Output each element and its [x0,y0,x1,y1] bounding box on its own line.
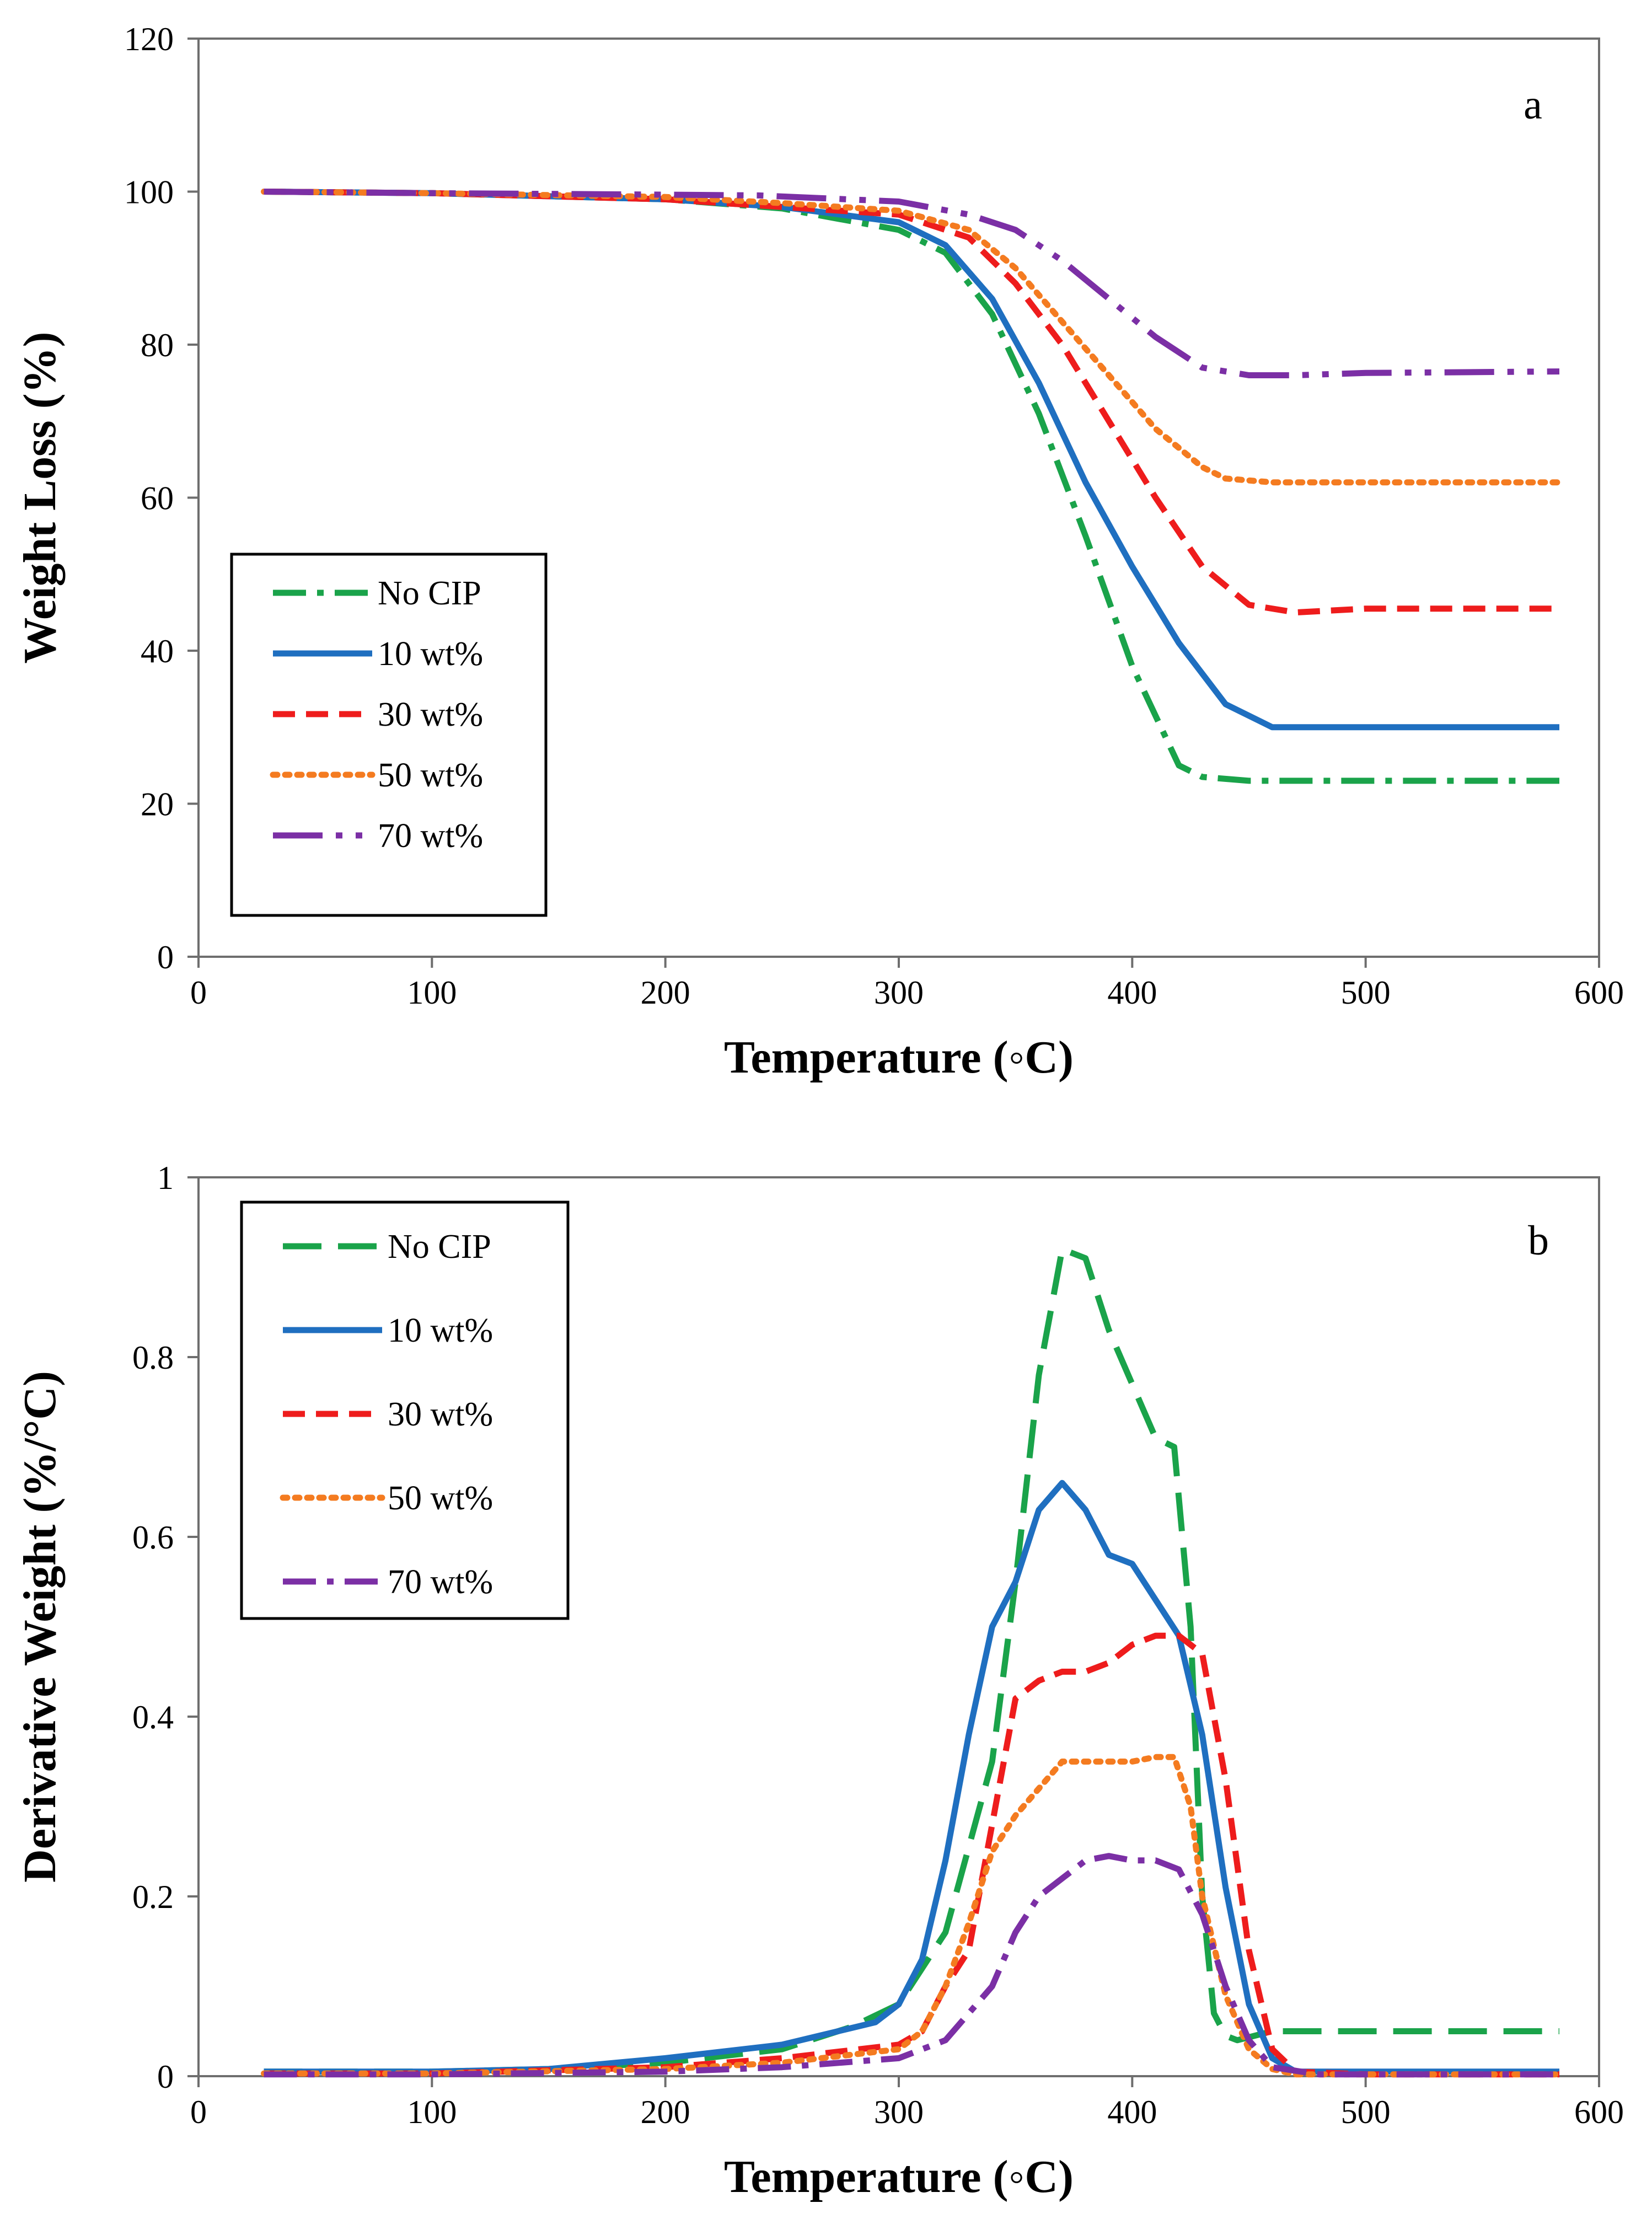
series-line-50-wt [261,1754,1563,2078]
x-tick-label: 300 [874,2094,924,2130]
series-line-50-wt [261,189,1563,486]
y-tick-label: 60 [141,480,174,517]
legend-box [240,1200,570,1620]
x-tick-label: 200 [641,974,690,1011]
series-line-10-wt [264,1480,1559,2075]
panel-letter: a [1524,82,1542,128]
x-tick-label: 300 [874,974,924,1011]
y-tick-label: 0 [157,939,174,975]
legend-label: 30 wt% [378,696,483,733]
y-tick-label: 1 [157,1160,174,1196]
x-tick-label: 100 [407,2094,457,2130]
y-tick-label: 0.8 [132,1339,174,1376]
y-tick-label: 20 [141,786,174,823]
series-line-no-cip [264,1246,1559,2075]
panel-b-derivative-weight-chart: 0 100 200 300 400 500 600 0 0.2 0.4 0.6 0.8 1 Tempera… [14,1160,1624,2202]
legend-label: 70 wt% [388,1563,493,1601]
legend-box [230,553,548,917]
legend-label: 70 wt% [378,817,483,855]
y-tick-label: 100 [124,174,174,211]
y-axis-title: Weight Loss (%) [14,331,66,663]
y-tick-label: 40 [141,633,174,669]
x-tick-label: 100 [407,974,457,1011]
y-tick-label: 0.2 [132,1879,174,1915]
x-tick-label: 500 [1341,974,1391,1011]
panel-a-weight-loss-chart: 0 100 200 300 400 500 600 0 20 40 60 80 100 120 Temper… [14,21,1624,1083]
legend-label: No CIP [388,1228,491,1266]
x-tick-label: 400 [1107,2094,1157,2130]
legend-label: 10 wt% [378,635,483,673]
series-line-30-wt [264,1632,1559,2078]
panel-letter: b [1528,1218,1549,1264]
x-tick-label: 600 [1574,2094,1624,2130]
series-line-70-wt [264,189,1560,378]
x-axis-title: Temperature (◦C) [724,1032,1074,1083]
y-axis-title: Derivative Weight (%/°C) [14,1371,66,1883]
y-tick-label: 0 [157,2059,174,2095]
y-tick-label: 120 [124,21,174,57]
x-axis-title: Temperature (◦C) [724,2151,1074,2202]
x-tick-label: 500 [1341,2094,1391,2130]
series-line-70-wt [264,1853,1559,2078]
legend-label: 50 wt% [378,757,483,794]
legend-label: No CIP [378,575,481,612]
legend-label: 50 wt% [388,1480,493,1517]
y-tick-label: 80 [141,327,174,363]
x-tick-label: 0 [190,974,207,1011]
x-tick-label: 200 [641,2094,690,2130]
legend: No CIP 10 wt% 30 wt% 50 wt% 70 wt% [230,553,548,917]
y-tick-label: 0.4 [132,1699,174,1735]
x-tick-label: 0 [190,2094,207,2130]
y-tick-label: 0.6 [132,1519,174,1556]
legend: No CIP 10 wt% 30 wt% 50 wt% 70 wt% [240,1200,570,1620]
legend-label: 30 wt% [388,1396,493,1433]
legend-label: 10 wt% [388,1312,493,1349]
x-tick-label: 400 [1107,974,1157,1011]
x-tick-label: 600 [1574,974,1624,1011]
